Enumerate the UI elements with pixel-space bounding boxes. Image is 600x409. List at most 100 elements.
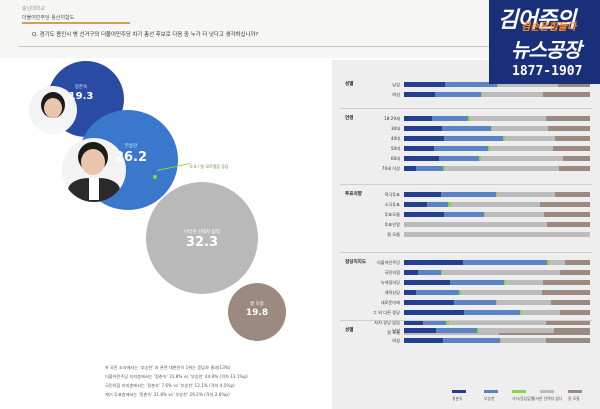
bar-segment xyxy=(564,260,590,265)
row-label: 국민의힘 xyxy=(384,269,400,275)
stacked-bar xyxy=(404,92,590,97)
bar-segment xyxy=(520,310,523,315)
bar-segment xyxy=(557,82,590,87)
bar-segment xyxy=(501,338,547,343)
title-underline xyxy=(22,22,130,24)
bar-segment xyxy=(404,202,428,207)
bar-segment xyxy=(442,270,561,275)
bar-segment xyxy=(546,116,590,121)
broadcast-time: 1877-1907 xyxy=(512,64,583,79)
group-label: 성별 xyxy=(345,328,354,333)
candidate-3-value: 32.3 xyxy=(185,235,219,250)
bar-segment xyxy=(499,338,502,343)
row-label: 적극투표 xyxy=(384,191,400,197)
bar-segment xyxy=(487,146,490,151)
row-label: 투표모름 xyxy=(384,211,400,217)
footnote-3: 국민의힘 지지층에서는 '정춘숙' 7.6% vs '부승찬' 12.1% (격… xyxy=(105,383,235,388)
row-label: 남성 xyxy=(392,81,400,87)
row-label: 새로운미래 xyxy=(380,299,400,305)
stacked-bar xyxy=(404,290,590,295)
row-label: 18-29세 xyxy=(383,115,400,121)
group-divider xyxy=(340,252,592,253)
bar-segment xyxy=(464,310,521,315)
group-label: 정당지지도 xyxy=(345,260,367,265)
candidate-3-name: 이러한 선택지 없다 xyxy=(184,230,220,235)
row-label: 50대 xyxy=(390,145,400,151)
candidate-1-value: 19.3 xyxy=(68,91,94,102)
bar-segment xyxy=(548,126,590,131)
bar-segment xyxy=(546,338,590,343)
group-label: 연령 xyxy=(345,116,354,121)
bar-segment xyxy=(505,280,543,285)
bar-segment xyxy=(522,310,561,315)
stacked-bar xyxy=(404,300,590,305)
bar-segment xyxy=(483,212,486,217)
bar-segment xyxy=(496,192,498,197)
bar-segment xyxy=(560,270,590,275)
legend-label-4: 이러한 선택지 없다 xyxy=(532,396,563,401)
bar-segment xyxy=(423,320,447,325)
row-label: 그 외 다른 정당 xyxy=(372,309,400,315)
bar-segment xyxy=(485,212,545,217)
bar-segment xyxy=(555,192,590,197)
bar-segment xyxy=(489,146,554,151)
survey-question: Q. 경기도 용인시 병 선거구의 더불어민주당 차기 총선 후보로 다음 중 … xyxy=(32,32,259,38)
bar-segment xyxy=(560,310,590,315)
row-label: 소극투표 xyxy=(384,201,400,207)
bar-segment xyxy=(502,136,505,141)
bar-segment xyxy=(404,146,435,151)
bar-segment xyxy=(404,232,590,237)
bar-segment xyxy=(477,328,479,333)
bar-segment xyxy=(491,126,549,131)
bar-segment xyxy=(442,126,491,131)
bar-segment xyxy=(495,300,498,305)
bar-segment xyxy=(479,156,481,161)
row-label: 더불어민주당 xyxy=(376,259,400,265)
candidate-2-value: 26.2 xyxy=(114,150,148,165)
bar-segment xyxy=(434,146,488,151)
stacked-bar xyxy=(404,166,590,171)
bar-segment xyxy=(438,156,480,161)
legend-label-5: 잘 모름 xyxy=(568,396,580,401)
bar-segment xyxy=(504,136,555,141)
bar-segment xyxy=(559,166,590,171)
candidate-1-portrait xyxy=(29,86,77,134)
row-label: 여성 xyxy=(392,91,400,97)
callout-dot xyxy=(153,175,157,179)
stacked-bar xyxy=(404,328,590,333)
candidate-4-name: 잘 모름 xyxy=(250,302,264,307)
stacked-bar xyxy=(404,232,590,237)
bar-segment xyxy=(497,300,551,305)
footnote-2: 더불어민주당 지지층에서는 '정춘숙' 31.8% vs '부승찬' 44.9%… xyxy=(105,374,248,379)
candidate-1-name: 정춘숙 xyxy=(74,85,88,90)
bar-segment xyxy=(498,82,558,87)
bar-segment xyxy=(404,92,435,97)
bar-segment xyxy=(404,166,416,171)
stacked-bar xyxy=(404,126,590,131)
bar-segment xyxy=(548,260,565,265)
bar-segment xyxy=(480,156,564,161)
bar-segment xyxy=(554,136,590,141)
candidate-2-portrait xyxy=(62,138,126,202)
bar-segment xyxy=(448,202,451,207)
legend-label-1: 정춘숙 xyxy=(452,396,463,401)
bar-segment xyxy=(542,280,590,285)
bar-segment xyxy=(503,280,506,285)
bar-segment xyxy=(543,92,590,97)
stacked-bar xyxy=(404,222,590,227)
row-label: 30대 xyxy=(390,125,400,131)
group-divider xyxy=(340,184,592,185)
header-divider xyxy=(18,46,578,47)
stacked-bar xyxy=(404,116,590,121)
bar-segment xyxy=(415,166,444,171)
bar-segment xyxy=(541,290,590,295)
bar-segment xyxy=(431,116,468,121)
row-label: 여성 xyxy=(392,337,400,343)
bar-segment xyxy=(496,82,499,87)
bar-segment xyxy=(404,328,437,333)
footnote-1: ※ 국민 조사에서는 '부승찬' 과 관련 대변인이 1위는 응답자 결과(13… xyxy=(105,365,231,370)
logo-line-1: 김어준의 xyxy=(498,8,576,33)
stacked-bar xyxy=(404,320,590,325)
bar-segment xyxy=(553,328,590,333)
callout-text: 0.4 / 잘 모르겠음 응답 xyxy=(190,164,229,169)
